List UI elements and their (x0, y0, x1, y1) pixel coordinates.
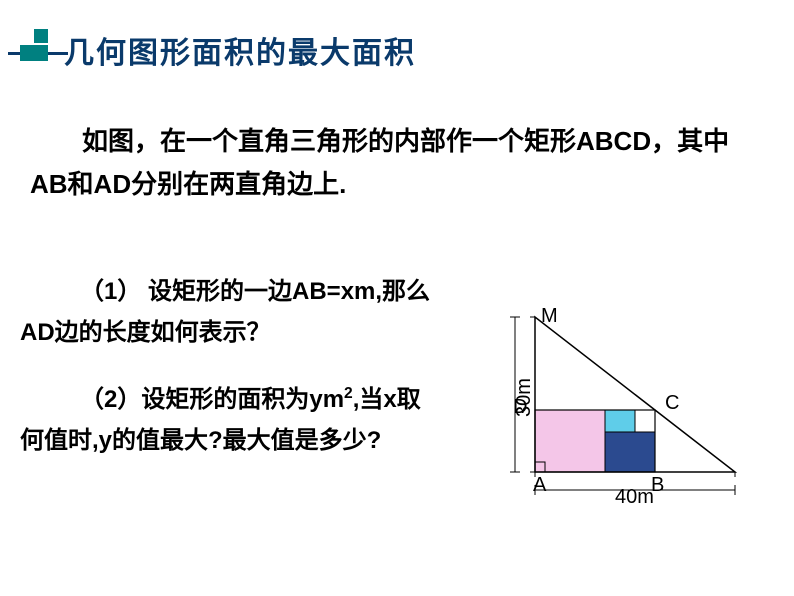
q1-line2: AD边的长度如何表示？ (20, 319, 271, 346)
geometry-diagram: M A B C D 30m 40m (500, 292, 760, 522)
slide-header: 几何图形面积的最大面积 (20, 28, 416, 72)
q2-line1: （2）设矩形的面积为ym2,当x取 (20, 380, 460, 421)
q2-line2: 何值时,y的值最大?最大值是多少? (20, 427, 381, 454)
intro-paragraph: 如图，在一个直角三角形的内部作一个矩形ABCD，其中AB和AD分别在两直角边上. (30, 120, 750, 206)
question-2: （2）设矩形的面积为ym2,当x取 何值时,y的值最大?最大值是多少? (20, 380, 460, 462)
logo-icon (20, 29, 50, 59)
label-30m: 30m (513, 378, 536, 417)
label-A: A (533, 474, 546, 497)
slide-title: 几何图形面积的最大面积 (64, 28, 416, 72)
label-C: C (665, 392, 679, 415)
question-1: （1） 设矩形的一边AB=xm,那么 AD边的长度如何表示？ (20, 272, 460, 354)
q1-line1: （1） 设矩形的一边AB=xm,那么 (20, 272, 460, 313)
label-40m: 40m (615, 486, 654, 509)
label-M: M (541, 305, 558, 328)
